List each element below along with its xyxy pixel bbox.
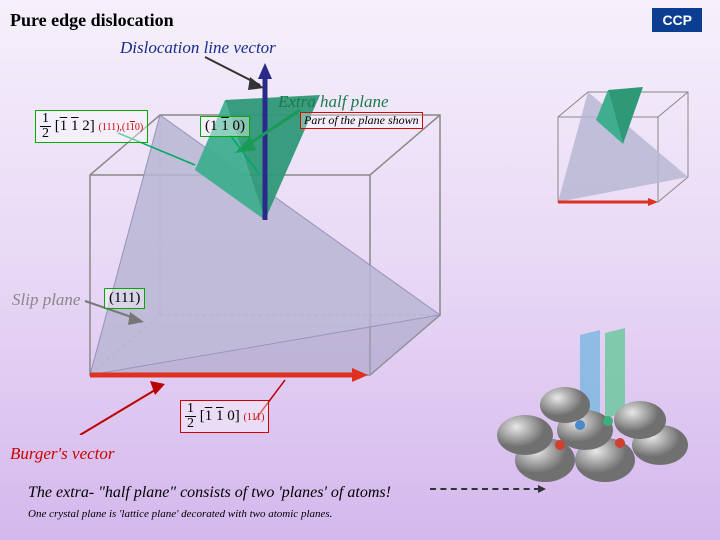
miller-top-left: 12 [1 1 2] (111),(110): [35, 110, 148, 143]
miller-sub: (111),(110): [99, 122, 144, 133]
atom-plane-diagram: [490, 325, 690, 505]
label-slip-plane: Slip plane: [12, 290, 80, 310]
ccp-badge: CCP: [652, 8, 702, 32]
caption-arrow: [430, 488, 540, 490]
mini-crystal-diagram: [538, 72, 698, 222]
miller-slip: (111): [104, 288, 145, 309]
label-dislocation: Dislocation line vector: [120, 38, 276, 58]
label-burger-vector: Burger's vector: [10, 444, 115, 464]
miller-mid: (1 1 0): [200, 116, 250, 137]
caption-main: The extra- "half plane" consists of two …: [28, 484, 391, 502]
caption-sub: One crystal plane is 'lattice plane' dec…: [28, 508, 332, 520]
label-extra-half-plane: Extra half plane: [278, 92, 388, 112]
label-part-shown: Part of the plane shown: [300, 112, 423, 129]
page-title: Pure edge dislocation: [10, 10, 174, 31]
miller-bottom: 12 [1 1 0] (111): [180, 400, 269, 433]
